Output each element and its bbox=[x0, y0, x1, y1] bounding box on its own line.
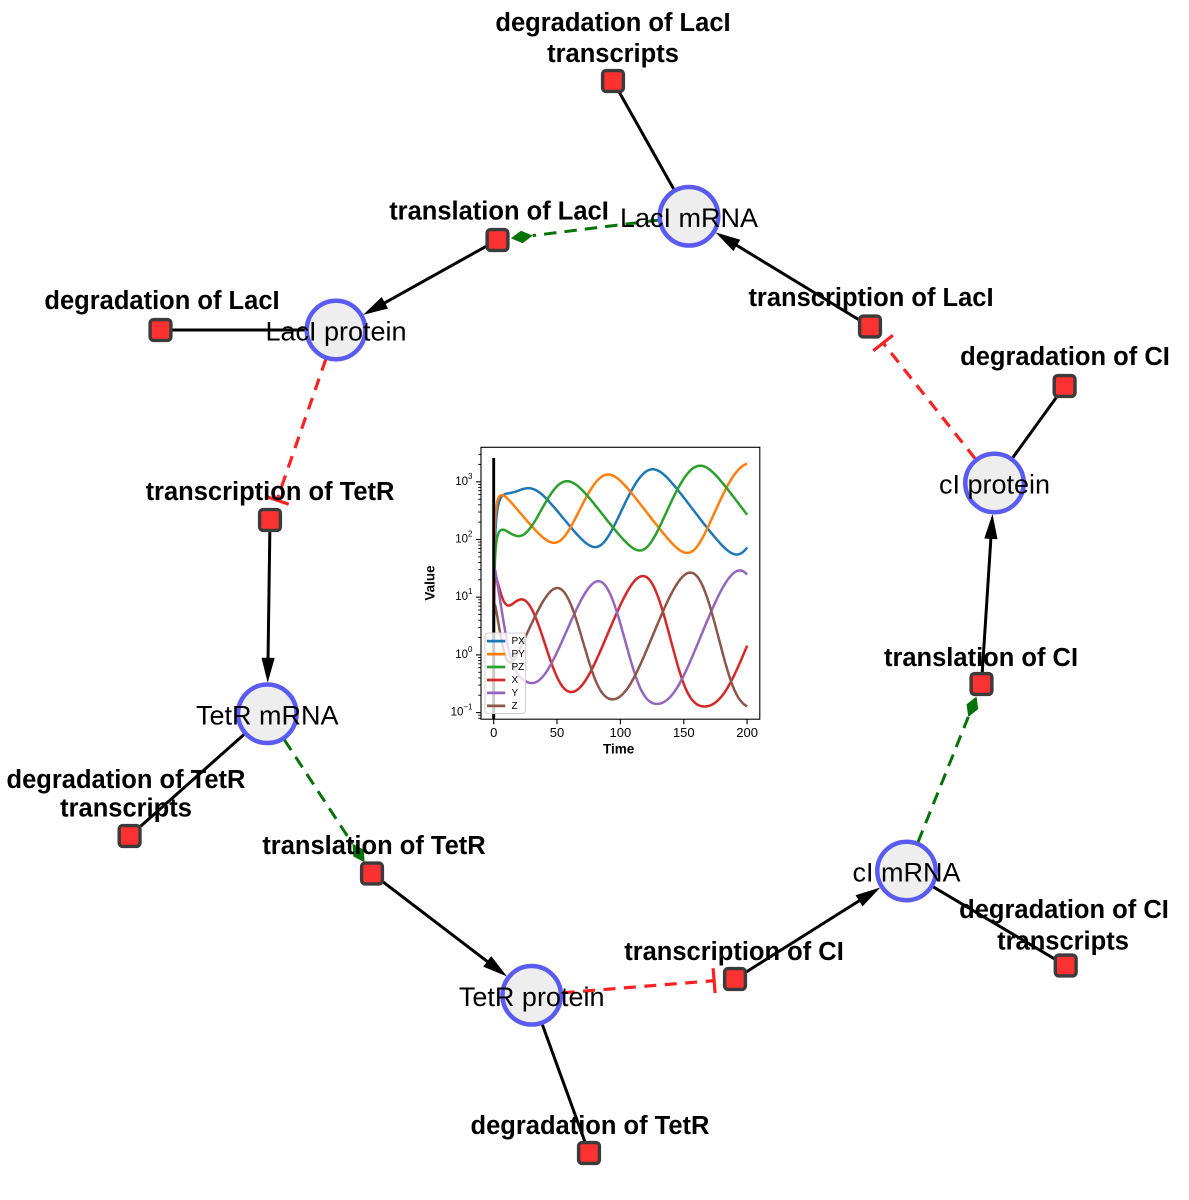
svg-text:transcription of TetR: transcription of TetR bbox=[146, 478, 395, 506]
svg-text:transcripts: transcripts bbox=[547, 40, 679, 68]
svg-text:Time: Time bbox=[603, 742, 635, 757]
svg-text:translation of LacI: translation of LacI bbox=[389, 198, 609, 226]
svg-text:degradation of CI: degradation of CI bbox=[960, 343, 1170, 371]
svg-text:101: 101 bbox=[455, 587, 473, 603]
svg-text:degradation of CI: degradation of CI bbox=[959, 896, 1169, 924]
svg-text:200: 200 bbox=[736, 725, 758, 740]
svg-text:LacI mRNA: LacI mRNA bbox=[620, 203, 758, 233]
svg-text:TetR mRNA: TetR mRNA bbox=[196, 700, 339, 730]
svg-text:PZ: PZ bbox=[512, 662, 525, 673]
svg-text:102: 102 bbox=[455, 530, 473, 546]
svg-text:degradation of LacI: degradation of LacI bbox=[44, 287, 279, 315]
svg-text:100: 100 bbox=[610, 725, 632, 740]
svg-text:transcripts: transcripts bbox=[997, 928, 1129, 956]
svg-text:translation of CI: translation of CI bbox=[884, 644, 1078, 672]
svg-text:0: 0 bbox=[490, 725, 497, 740]
svg-text:Y: Y bbox=[512, 688, 519, 699]
svg-text:10−1: 10−1 bbox=[451, 703, 473, 719]
svg-text:transcription of LacI: transcription of LacI bbox=[748, 284, 993, 312]
svg-text:degradation of TetR: degradation of TetR bbox=[7, 766, 246, 794]
svg-text:cI protein: cI protein bbox=[939, 470, 1050, 500]
svg-text:Z: Z bbox=[512, 701, 518, 712]
svg-text:degradation of TetR: degradation of TetR bbox=[471, 1112, 710, 1140]
svg-text:transcription of CI: transcription of CI bbox=[624, 938, 844, 966]
svg-text:103: 103 bbox=[455, 472, 473, 488]
svg-text:degradation of LacI: degradation of LacI bbox=[495, 9, 730, 37]
svg-text:transcripts: transcripts bbox=[60, 795, 192, 823]
svg-text:LacI protein: LacI protein bbox=[265, 317, 406, 347]
svg-text:TetR protein: TetR protein bbox=[459, 982, 605, 1012]
svg-text:50: 50 bbox=[550, 725, 564, 740]
svg-text:PX: PX bbox=[512, 636, 526, 647]
svg-text:translation of TetR: translation of TetR bbox=[262, 832, 485, 860]
svg-text:150: 150 bbox=[673, 725, 695, 740]
svg-text:Value: Value bbox=[423, 565, 438, 601]
svg-text:100: 100 bbox=[455, 645, 473, 661]
svg-text:cI mRNA: cI mRNA bbox=[853, 858, 961, 888]
svg-text:X: X bbox=[512, 675, 519, 686]
svg-text:PY: PY bbox=[512, 649, 526, 660]
